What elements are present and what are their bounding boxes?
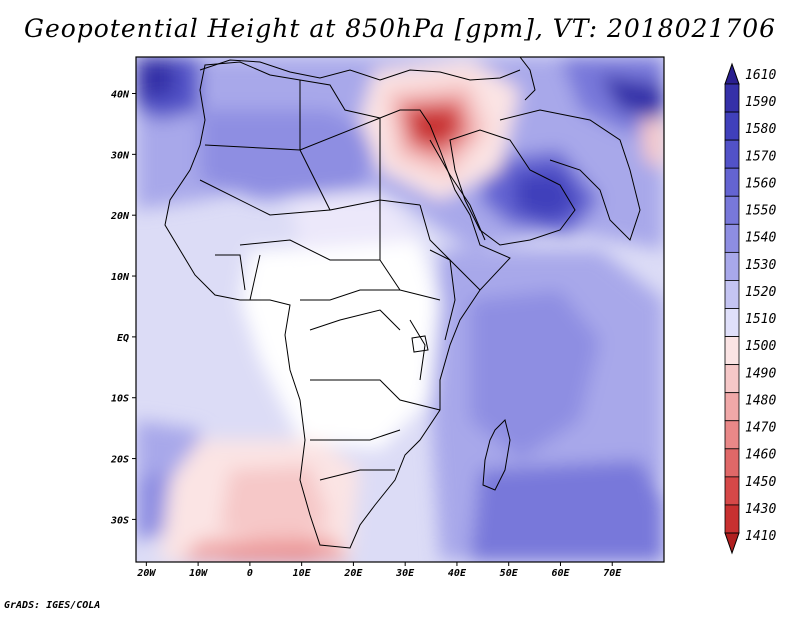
colorbar-swatch [724,336,740,366]
y-tick-label: 20N [110,211,130,222]
colorbar-label: 1530 [745,258,776,273]
colorbar-max-arrow [724,62,740,85]
colorbar-swatch [724,308,740,337]
height-field [136,57,664,562]
colorbar-swatch [724,139,740,169]
colorbar-swatch [724,364,740,394]
y-tick-label: 10S [111,394,129,405]
colorbar-label: 1410 [745,529,776,544]
colorbar-label: 1500 [745,339,776,354]
y-axis: 40N 30N 20N 10N EQ 10S 20S 30S [110,90,136,526]
x-tick-label: 20E [343,568,363,579]
x-tick-label: 60E [551,568,570,579]
colorbar-label: 1430 [745,502,776,517]
x-tick-label: 70E [603,568,622,579]
coastlines [164,57,641,549]
colorbar-label: 1510 [745,312,776,327]
colorbar-label: 1450 [745,475,776,490]
colorbar-label: 1460 [745,448,776,463]
chart-title: Geopotential Height at 850hPa [gpm], VT:… [23,14,777,43]
colorbar-swatch [724,392,740,422]
colorbar-label: 1470 [745,421,776,436]
colorbar-swatch [724,167,740,197]
y-tick-label: 30N [110,150,130,161]
colorbar-label: 1490 [745,366,776,381]
x-axis: 20W 10W 0 10E 20E 30E 40E 50E 60E 70E [136,562,622,579]
y-tick-label: 40N [111,90,130,101]
x-tick-label: 20W [136,568,156,579]
map-frame [135,56,665,563]
colorbar-label: 1590 [745,95,776,110]
x-tick-label: 30E [395,568,415,579]
y-tick-label: 30S [110,515,129,526]
colorbar-swatch [724,448,740,478]
colorbar: 1610 1590 1580 1570 1560 1550 1540 1530 1520 1510… [724,62,776,555]
credit-text: GrADS: IGES/COLA [4,600,101,611]
colorbar-label: 1520 [745,285,776,300]
colorbar-swatch [724,111,740,141]
colorbar-swatch [724,83,740,113]
colorbar-swatch [724,420,740,450]
x-tick-label: 0 [247,568,253,579]
y-tick-label: 20S [110,455,129,466]
colorbar-label: 1550 [745,204,776,219]
colorbar-swatch [724,195,740,225]
x-tick-label: 40E [448,568,467,579]
colorbar-swatch [724,280,740,309]
colorbar-label: 1560 [745,176,776,191]
colorbar-label: 1540 [745,231,776,246]
colorbar-swatch [724,251,740,281]
x-tick-label: 10E [293,568,312,579]
colorbar-label: 1610 [745,68,776,83]
colorbar-label: 1570 [745,149,776,164]
colorbar-swatch [724,476,740,506]
colorbar-label: 1580 [745,122,776,137]
x-tick-label: 50E [500,568,519,579]
colorbar-swatch [724,223,740,253]
colorbar-label: 1480 [745,393,776,408]
x-tick-label: 10W [189,568,208,579]
y-tick-label: EQ [117,333,129,344]
colorbar-min-arrow [724,532,740,555]
colorbar-swatch [724,504,740,534]
y-tick-label: 10N [111,272,130,283]
